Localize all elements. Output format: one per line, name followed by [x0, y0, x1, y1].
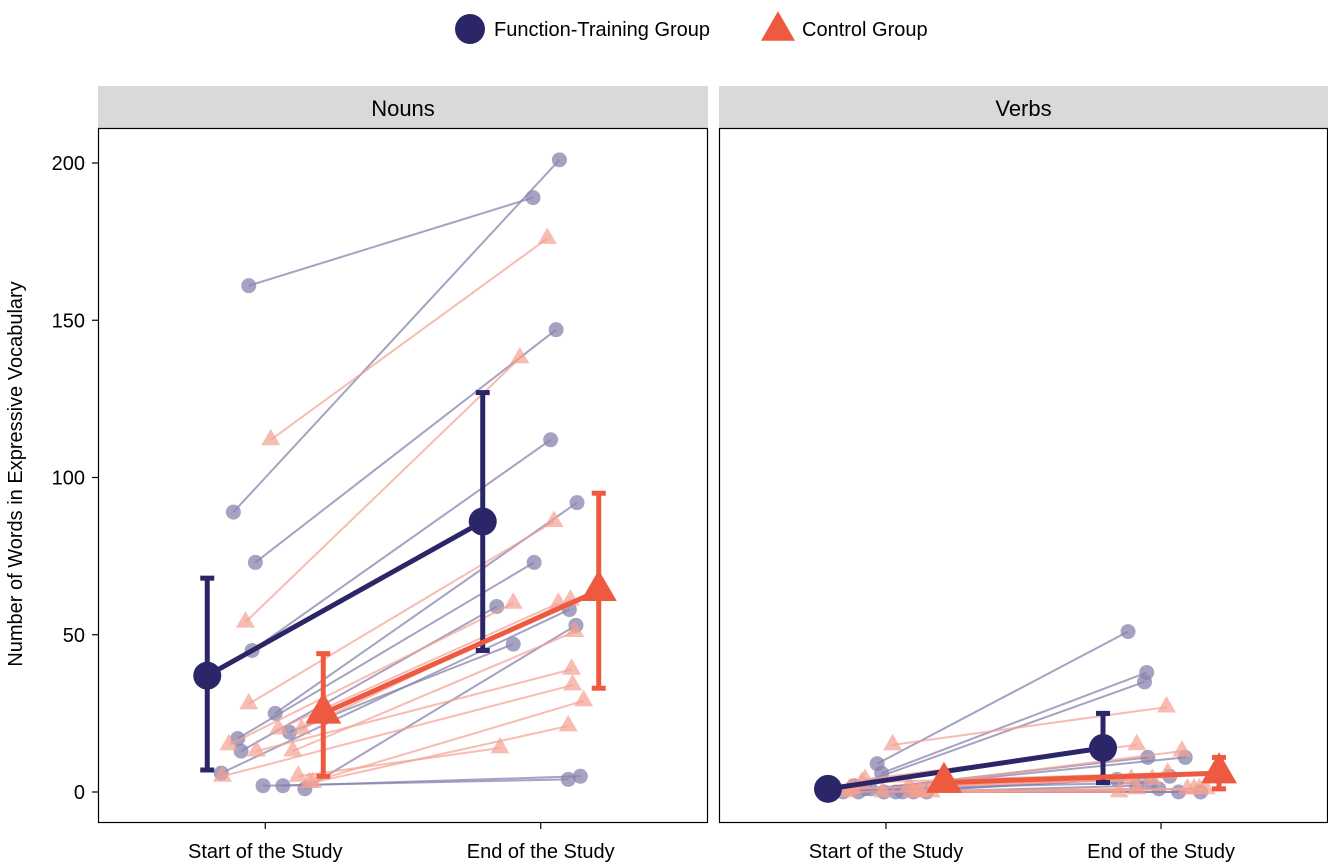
individual-line — [249, 198, 533, 286]
individual-line — [313, 726, 569, 783]
y-tick-label: 200 — [52, 153, 85, 175]
x-tick-label: Start of the Study — [188, 841, 343, 863]
mean-point — [926, 762, 962, 793]
mean-point — [1089, 734, 1117, 762]
individual-point — [261, 429, 280, 445]
individual-point — [275, 778, 290, 793]
y-tick-label: 150 — [52, 310, 85, 332]
y-axis-title: Number of Words in Expressive Vocabulary — [5, 281, 27, 666]
individual-point — [226, 505, 241, 520]
individual-point — [574, 690, 593, 706]
individual-point — [1157, 696, 1176, 712]
individual-point — [563, 674, 582, 690]
individual-point — [543, 432, 558, 447]
mean-point — [193, 662, 221, 690]
x-tick-label: End of the Study — [1087, 841, 1235, 863]
panel-strip-label: Verbs — [995, 96, 1051, 121]
individual-point — [1127, 734, 1146, 750]
legend-triangle-icon — [761, 11, 795, 40]
individual-point — [552, 152, 567, 167]
individual-trajectories — [213, 152, 593, 796]
individual-line — [233, 160, 559, 512]
y-tick-label: 0 — [74, 782, 85, 804]
x-tick-label: End of the Study — [467, 841, 615, 863]
individual-point — [239, 693, 258, 709]
individual-point — [527, 555, 542, 570]
y-tick-label: 100 — [52, 468, 85, 490]
individual-point — [883, 734, 902, 750]
x-tick-label: Start of the Study — [809, 841, 964, 863]
mean-line — [207, 522, 482, 676]
group-means — [193, 393, 616, 777]
individual-line — [298, 748, 500, 776]
individual-point — [562, 658, 581, 674]
individual-point — [559, 715, 578, 731]
mean-point — [1201, 752, 1237, 783]
panel-frame — [99, 129, 708, 823]
individual-point — [1121, 624, 1136, 639]
individual-point — [510, 347, 529, 363]
mean-point — [469, 508, 497, 536]
individual-point — [236, 611, 255, 627]
individual-point — [248, 555, 263, 570]
individual-line — [271, 238, 548, 439]
individual-point — [256, 778, 271, 793]
individual-point — [570, 495, 585, 510]
panel-nouns: Nouns 0 50 100 150 200 Start of the Study End o… — [52, 86, 708, 863]
individual-point — [1172, 740, 1191, 756]
individual-point — [504, 592, 523, 608]
individual-point — [549, 322, 564, 337]
individual-point — [538, 227, 557, 243]
legend: Function-Training Group Control Group — [455, 11, 928, 44]
panel-strip-label: Nouns — [371, 96, 435, 121]
individual-point — [573, 769, 588, 784]
legend-label: Control Group — [802, 19, 928, 41]
individual-line — [893, 707, 1167, 745]
individual-point — [506, 637, 521, 652]
individual-point — [1137, 674, 1152, 689]
legend-label: Function-Training Group — [494, 19, 710, 41]
individual-point — [247, 740, 266, 756]
mean-point — [581, 570, 617, 601]
panel-verbs: Verbs Start of the Study End of the Study — [719, 86, 1328, 863]
individual-point — [241, 278, 256, 293]
individual-line — [229, 603, 513, 745]
y-tick-label: 50 — [63, 625, 85, 647]
individual-point — [526, 190, 541, 205]
panels: Nouns 0 50 100 150 200 Start of the Study End o… — [52, 86, 1328, 863]
individual-line — [255, 330, 556, 563]
mean-point — [814, 775, 842, 803]
legend-circle-icon — [455, 14, 485, 44]
